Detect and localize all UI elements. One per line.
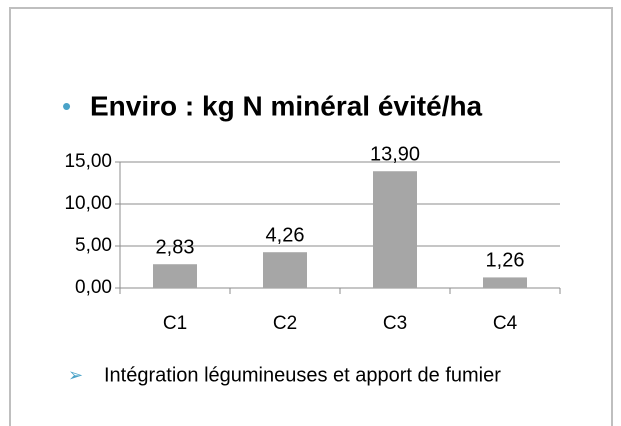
arrow-bullet: ➢: [68, 365, 83, 385]
bar: [373, 171, 417, 288]
y-tick-label: 0,00: [75, 277, 112, 298]
data-label: 13,90: [370, 144, 420, 166]
x-tick-label: C2: [273, 313, 297, 334]
annotation: Intégration légumineuses et apport de fu…: [104, 364, 501, 386]
y-tick-label: 10,00: [64, 193, 112, 214]
bar: [153, 264, 197, 288]
x-tick-label: C4: [493, 313, 518, 334]
y-tick-label: 15,00: [64, 151, 112, 172]
data-label: 1,26: [486, 250, 525, 272]
y-tick-label: 5,00: [75, 235, 112, 256]
x-tick-label: C1: [163, 313, 187, 334]
chart-title: Enviro : kg N minéral évité/ha: [90, 90, 483, 121]
bullet: •: [62, 91, 71, 121]
x-tick-label: C3: [383, 313, 407, 334]
data-label: 2,83: [156, 237, 195, 259]
data-label: 4,26: [266, 224, 305, 246]
bar: [263, 252, 307, 288]
frame: [9, 7, 613, 426]
bar: [483, 277, 527, 288]
